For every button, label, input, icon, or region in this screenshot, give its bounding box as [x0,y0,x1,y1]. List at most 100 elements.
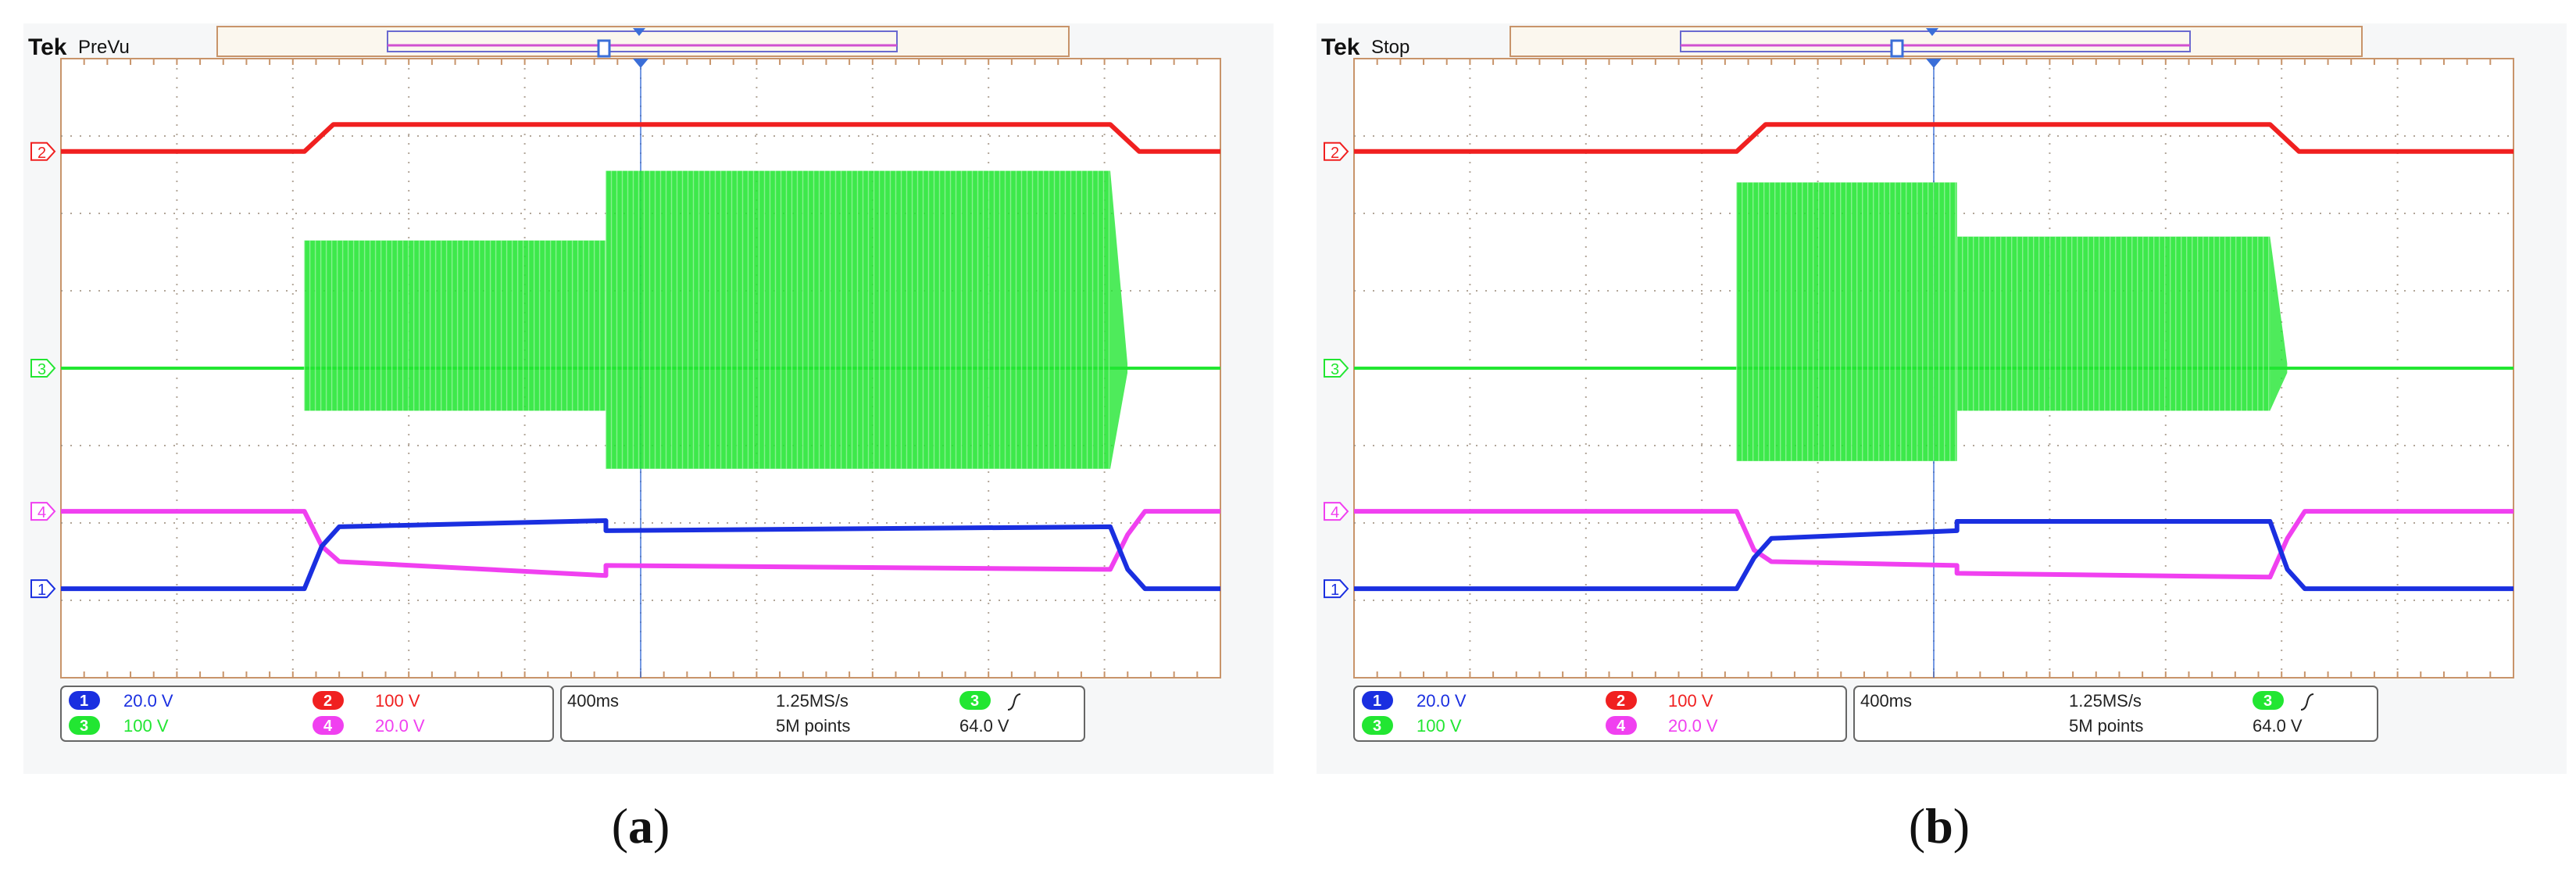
series-ch2 [61,122,1220,154]
record-length-value: 5M points [2069,716,2143,736]
burst-oscillation-lines [1736,182,1956,461]
ch2-badge [313,691,344,710]
acquisition-readout-box [560,686,1085,742]
brand-label: Tek [1321,34,1360,60]
readout-panel: 1 20.0 V 3 100 V 2 100 V 4 20.0 V 400ms 1.25MS/s 5… [60,686,1085,742]
trig-source-badge [2253,691,2284,710]
ch4-badge [313,716,344,735]
series-ch3 [1354,182,2513,461]
ch4-scale: 20.0 V [1668,716,1718,736]
sample-rate-value: 1.25MS/s [776,691,849,711]
channel-marker-shape [30,502,56,521]
acquisition-status: Stop [1371,37,1409,58]
ch4-badge-label: 4 [1617,718,1626,735]
trig-source-badge [959,691,991,710]
acquisition-readout-box [1853,686,2378,742]
caption-paren-close: ) [653,798,670,854]
channel-3-marker: 3 [1324,359,1349,378]
ch3-scale: 100 V [123,716,169,736]
sample-rate-value: 1.25MS/s [2069,691,2142,711]
channel-3-marker: 3 [30,359,56,378]
channel-marker-label: 2 [1331,145,1339,162]
channel-1-marker: 1 [30,579,56,599]
ch1-badge-label: 1 [80,693,88,710]
channel-marker-label: 4 [38,504,46,521]
ch2-scale: 100 V [375,691,420,711]
series-ch2 [1354,122,2513,154]
trigger-marker-icon [633,59,648,68]
ch2-badge-label: 2 [323,693,332,710]
ch4-scale: 20.0 V [375,716,425,736]
channel-marker-label: 1 [38,582,46,599]
ch3-scale: 100 V [1417,716,1462,736]
ch1-scale: 20.0 V [123,691,173,711]
burst-envelope [304,240,606,411]
caption-letter: a [628,798,653,854]
ch1-badge [1362,691,1393,710]
ch4-badge [1606,716,1637,735]
series-ch4 [1354,509,2513,580]
channel-marker-shape [1324,579,1349,599]
ch2-scale: 100 V [1668,691,1713,711]
burst-envelope [606,170,1111,469]
channel-2-marker: 2 [30,141,56,162]
channel-1-marker: 1 [1324,579,1349,599]
channel-readout-box [60,686,554,742]
timebase-value: 400ms [1860,691,1912,711]
rising-edge-icon [1007,693,1021,711]
channel-marker-shape [30,359,56,378]
ch1-badge [69,691,100,710]
ch3-badge-label: 3 [80,718,88,735]
trigger-position-icon [1926,28,1938,36]
channel-4-marker: 4 [30,502,56,521]
ch3-badge [1362,716,1393,735]
trig-source-badge-label: 3 [970,693,979,710]
channel-marker-shape [1324,141,1349,161]
series-ch1 [61,518,1220,592]
trigger-marker-icon [1926,59,1942,68]
caption-paren-open: ( [612,798,628,854]
series-ch3 [61,170,1220,469]
ch2-badge-label: 2 [1617,693,1625,710]
scope-panel-a: Tek PreVu 1 2 3 4 1 20.0 V 3 100 V 2 100 V 4 20.0 V 40… [23,23,1274,774]
series-ch1 [1354,519,2513,592]
rising-edge-icon [2300,693,2314,711]
acquisition-status: PreVu [78,37,130,58]
channel-marker-label: 2 [38,145,46,162]
burst-oscillation-lines [605,170,1110,469]
burst-envelope [1956,236,2271,411]
channel-4-marker: 4 [1324,502,1349,521]
burst-oscillation-lines [303,240,606,411]
channel-marker-shape [30,141,56,161]
burst-oscillation-lines [1956,236,2270,411]
ch3-badge-label: 3 [1373,718,1381,735]
ch1-badge-label: 1 [1373,693,1381,710]
record-length-value: 5M points [776,716,850,736]
trig-source-badge-label: 3 [2263,693,2272,710]
burst-tail [2270,236,2288,411]
channel-marker-label: 3 [38,361,46,378]
record-position-icon [597,39,611,58]
record-position-icon [1890,39,1904,58]
readout-panel: 1 20.0 V 3 100 V 2 100 V 4 20.0 V 400ms 1.25MS/s 5… [1353,686,2378,742]
channel-2-marker: 2 [1324,141,1349,162]
burst-tail [1110,170,1128,469]
caption-paren-close: ) [1953,798,1970,854]
trigger-level-value: 64.0 V [2253,716,2303,736]
channel-marker-label: 1 [1331,582,1339,599]
ch4-badge-label: 4 [323,718,333,735]
panel-caption-a: (a) [612,798,670,854]
burst-envelope [1736,182,1957,461]
channel-readout-box [1353,686,1847,742]
timebase-value: 400ms [567,691,619,711]
trigger-position-icon [633,28,645,36]
panel-caption-b: (b) [1909,798,1970,854]
series-ch4 [61,509,1220,578]
ch1-scale: 20.0 V [1417,691,1467,711]
trigger-level-value: 64.0 V [959,716,1009,736]
caption-paren-open: ( [1909,798,1925,854]
brand-label: Tek [28,34,67,60]
channel-marker-shape [1324,359,1349,378]
scope-panel-b: Tek Stop 1 2 3 4 1 20.0 V 3 100 V 2 100 V 4 20.0 V 400… [1317,23,2567,774]
